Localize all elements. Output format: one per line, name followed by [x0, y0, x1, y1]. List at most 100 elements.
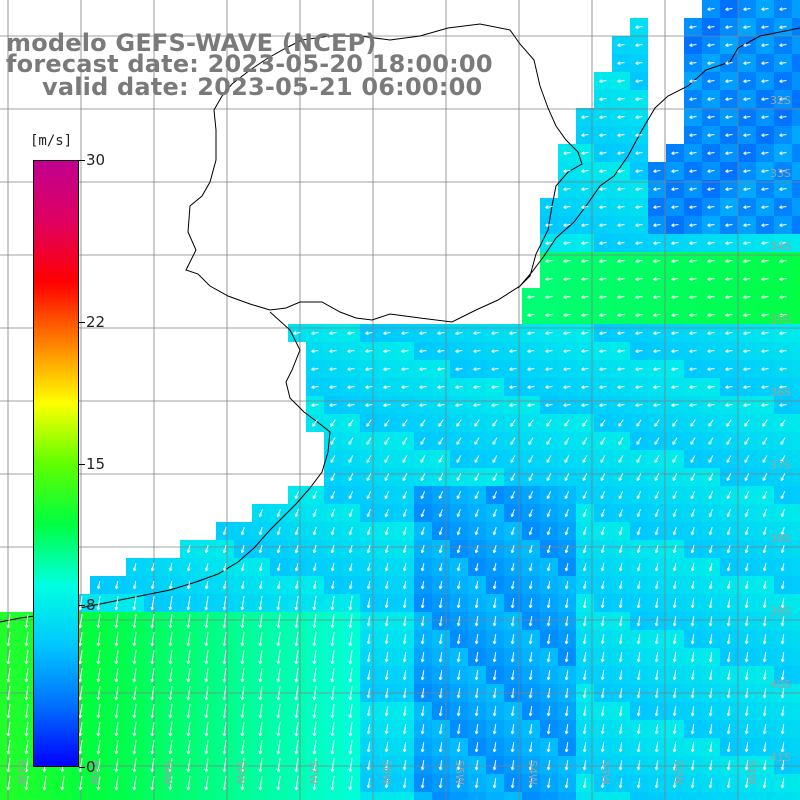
- speed-cell: [792, 0, 800, 18]
- speed-cell: [288, 792, 306, 800]
- speed-cell: [792, 540, 800, 558]
- speed-cell: [792, 414, 800, 432]
- speed-cell: [468, 792, 486, 800]
- speed-cell: [396, 792, 414, 800]
- speed-cell: [792, 270, 800, 288]
- colorbar: [33, 160, 79, 767]
- speed-cell: [702, 792, 720, 800]
- colorbar-tick-mark: [79, 321, 85, 323]
- speed-cell: [792, 720, 800, 738]
- speed-cell: [792, 162, 800, 180]
- valid-date: valid date: 2023-05-21 06:00:00: [42, 73, 483, 101]
- speed-cell: [792, 450, 800, 468]
- speed-cell: [684, 792, 702, 800]
- colorbar-tick-label: 30: [86, 151, 106, 169]
- speed-cell: [792, 504, 800, 522]
- speed-cell: [450, 792, 468, 800]
- speed-cell: [666, 792, 684, 800]
- speed-cell: [720, 792, 738, 800]
- colorbar-tick-label: 0: [86, 758, 96, 776]
- speed-cell: [792, 180, 800, 198]
- speed-cell: [54, 792, 72, 800]
- speed-cell: [216, 792, 234, 800]
- longitude-label: 56W: [380, 760, 393, 785]
- speed-cell: [306, 792, 324, 800]
- speed-cell: [792, 774, 800, 792]
- speed-cell: [144, 792, 162, 800]
- speed-cell: [648, 792, 666, 800]
- speed-cell: [576, 792, 594, 800]
- latitude-label: 34S: [770, 240, 791, 253]
- speed-cell: [342, 792, 360, 800]
- colorbar-tick-mark: [79, 463, 85, 465]
- latitude-label: 40S: [770, 678, 791, 691]
- speed-cell: [126, 792, 144, 800]
- speed-cell: [792, 396, 800, 414]
- speed-cell: [162, 792, 180, 800]
- speed-cell: [792, 612, 800, 630]
- speed-cell: [792, 432, 800, 450]
- speed-cell: [738, 792, 756, 800]
- speed-cell: [792, 702, 800, 720]
- speed-cell: [792, 252, 800, 270]
- speed-cell: [792, 342, 800, 360]
- longitude-label: 55W: [453, 760, 466, 785]
- speed-cell: [792, 108, 800, 126]
- colorbar-tick-mark: [79, 605, 85, 607]
- speed-cell: [792, 630, 800, 648]
- speed-cell: [18, 792, 36, 800]
- longitude-label: 57W: [307, 760, 320, 785]
- speed-cell: [234, 792, 252, 800]
- speed-cell: [792, 198, 800, 216]
- speed-cell: [558, 792, 576, 800]
- speed-cell: [198, 792, 216, 800]
- longitude-label: 59W: [161, 760, 174, 785]
- latitude-label: 36S: [770, 386, 791, 399]
- speed-cell: [792, 54, 800, 72]
- speed-cell: [792, 144, 800, 162]
- speed-cell: [360, 792, 378, 800]
- speed-cell: [792, 36, 800, 54]
- speed-cell: [432, 792, 450, 800]
- speed-cell: [270, 792, 288, 800]
- speed-cell: [108, 792, 126, 800]
- speed-cell: [792, 360, 800, 378]
- speed-cell: [90, 792, 108, 800]
- speed-cell: [774, 792, 792, 800]
- speed-cell: [540, 792, 558, 800]
- speed-cell: [792, 324, 800, 342]
- speed-cell: [792, 756, 800, 774]
- speed-cell: [252, 792, 270, 800]
- speed-cell: [324, 792, 342, 800]
- longitude-label: 61W: [15, 760, 28, 785]
- longitude-label: 58W: [234, 760, 247, 785]
- speed-cell: [36, 792, 54, 800]
- longitude-label: 52W: [672, 760, 685, 785]
- speed-cell: [792, 738, 800, 756]
- speed-cell: [486, 792, 504, 800]
- speed-cell: [792, 216, 800, 234]
- colorbar-tick-mark: [79, 160, 85, 161]
- speed-cell: [792, 234, 800, 252]
- latitude-label: 39S: [770, 605, 791, 618]
- speed-cell: [756, 792, 774, 800]
- speed-cell: [792, 594, 800, 612]
- latitude-label: 35S: [770, 313, 791, 326]
- speed-cell: [180, 792, 198, 800]
- speed-cell: [630, 792, 648, 800]
- colorbar-tick-mark: [79, 767, 85, 768]
- latitude-label: 33S: [770, 167, 791, 180]
- longitude-label: 51W: [745, 760, 758, 785]
- colorbar-units: [m/s]: [30, 133, 73, 149]
- speed-cell: [792, 18, 800, 36]
- latitude-label: 41S: [770, 751, 791, 764]
- speed-cell: [792, 378, 800, 396]
- speed-cell: [792, 90, 800, 108]
- colorbar-tick-label: 22: [86, 312, 106, 331]
- colorbar-tick-label: 8: [86, 596, 96, 615]
- speed-cell: [522, 792, 540, 800]
- colorbar-tick-label: 15: [86, 454, 106, 473]
- latitude-label: 32S: [770, 94, 791, 107]
- speed-cell: [792, 288, 800, 306]
